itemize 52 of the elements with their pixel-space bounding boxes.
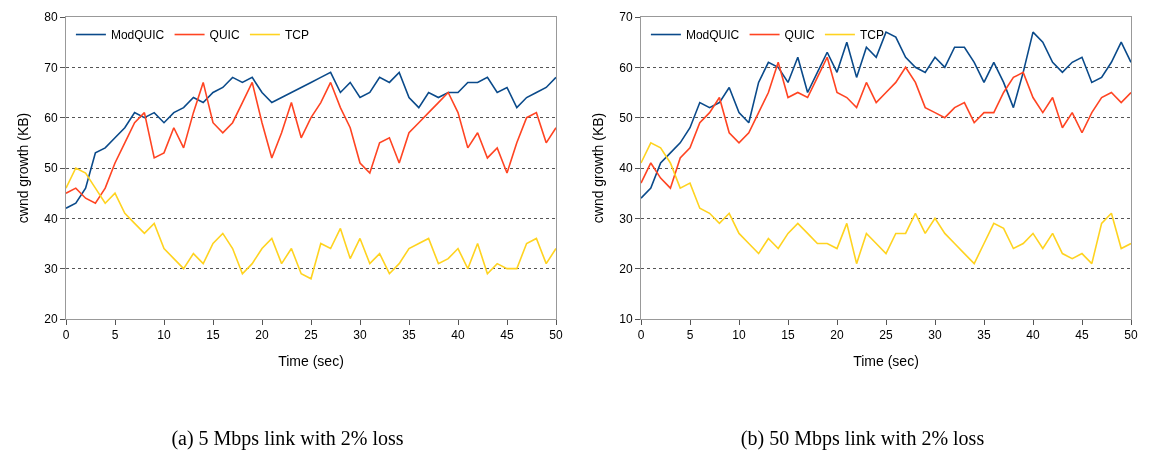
y-axis-title: cwnd growth (KB) [15,112,31,224]
x-tick-label: 10 [732,328,746,343]
y-axis-title: cwnd growth (KB) [590,112,606,224]
legend-label: QUIC [209,28,240,43]
x-tick-label: 45 [1075,328,1089,343]
y-tick-label: 60 [44,110,58,125]
legend-label: TCP [859,28,884,43]
x-tick-label: 50 [1124,328,1138,343]
x-tick-label: 5 [686,328,694,343]
x-tick-label: 20 [255,328,269,343]
y-tick-label: 50 [619,110,633,125]
legend-label: QUIC [784,28,815,43]
x-tick-label: 10 [157,328,171,343]
line-series [66,167,556,280]
y-tick-label: 20 [44,312,58,327]
y-tick-label: 80 [44,10,58,25]
y-tick-label: 40 [619,161,633,176]
y-tick-label: 70 [619,10,633,25]
y-tick-label: 40 [44,211,58,226]
y-tick-label: 60 [619,60,633,75]
x-tick-label: 35 [402,328,416,343]
x-tick-label: 50 [549,328,563,343]
y-tick-label: 30 [619,211,633,226]
x-tick-label: 20 [830,328,844,343]
legend-label: TCP [284,28,309,43]
line-series [641,31,1131,199]
x-tick-label: 15 [781,328,795,343]
y-tick-label: 10 [619,312,633,327]
x-tick-label: 0 [62,328,70,343]
x-tick-label: 25 [879,328,893,343]
x-tick-label: 30 [928,328,942,343]
line-series [641,142,1131,265]
line-series [641,56,1131,189]
x-axis-title: Time (sec) [278,352,344,369]
legend-label: ModQUIC [685,28,740,43]
x-tick-label: 5 [111,328,119,343]
x-axis-title: Time (sec) [853,352,919,369]
x-tick-label: 15 [206,328,220,343]
y-tick-label: 20 [619,261,633,276]
y-tick-label: 70 [44,60,58,75]
y-tick-label: 50 [44,161,58,176]
x-tick-label: 30 [353,328,367,343]
y-tick-label: 30 [44,261,58,276]
x-tick-label: 40 [451,328,465,343]
legend-label: ModQUIC [110,28,165,43]
x-tick-label: 25 [304,328,318,343]
x-tick-label: 35 [977,328,991,343]
x-tick-label: 0 [637,328,645,343]
text: (a) 5 Mbps link with 2% loss [171,427,404,451]
x-tick-label: 40 [1026,328,1040,343]
x-tick-label: 45 [500,328,514,343]
text: (b) 50 Mbps link with 2% loss [740,427,985,451]
